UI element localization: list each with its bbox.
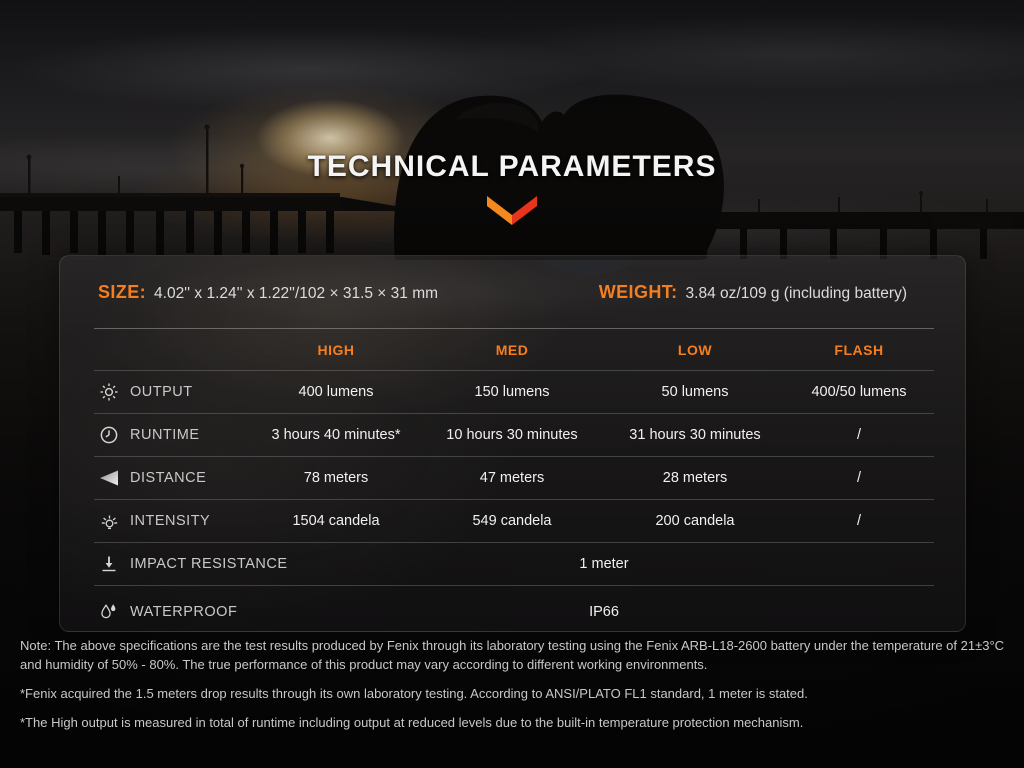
column-header-med: MED <box>495 341 529 358</box>
spec-value: 1 meter <box>579 556 629 572</box>
spec-value: / <box>856 427 862 443</box>
spec-row-output: OUTPUT 400 lumens 150 lumens 50 lumens 4… <box>94 371 934 414</box>
notes-section: Note: The above specifications are the t… <box>20 636 1008 741</box>
impact-resistance-icon <box>98 553 120 575</box>
spec-row-waterproof: WATERPROOF IP66 <box>94 586 934 638</box>
page-title: TECHNICAL PARAMETERS <box>307 150 717 183</box>
size-label: SIZE: <box>98 281 147 302</box>
weight-value: 3.84 oz/109 g (including battery) <box>685 284 907 302</box>
spec-value: 200 candela <box>655 513 735 529</box>
spec-value: 31 hours 30 minutes <box>629 427 761 443</box>
spec-label: RUNTIME <box>130 427 200 443</box>
spec-label: DISTANCE <box>130 470 207 486</box>
spec-label: OUTPUT <box>130 384 193 400</box>
spec-value: 3 hours 40 minutes* <box>271 427 401 443</box>
spec-value: 549 candela <box>472 513 552 529</box>
spec-row-runtime: RUNTIME 3 hours 40 minutes* 10 hours 30 … <box>94 414 934 457</box>
spec-value: IP66 <box>589 604 619 620</box>
spec-value: / <box>856 470 862 486</box>
weight-spec: WEIGHT: 3.84 oz/109 g (including battery… <box>599 282 907 303</box>
spec-value: 400 lumens <box>298 384 374 400</box>
weight-label: WEIGHT: <box>598 281 678 302</box>
intensity-light-icon <box>98 510 120 532</box>
spec-value: 47 meters <box>479 470 545 486</box>
size-weight-row: SIZE: 4.02'' x 1.24'' x 1.22''/102 × 31.… <box>94 256 934 329</box>
runtime-clock-icon <box>98 424 120 446</box>
spec-value: 28 meters <box>662 470 728 486</box>
spec-value: 400/50 lumens <box>811 384 907 400</box>
spec-row-impact-resistance: IMPACT RESISTANCE 1 meter <box>94 543 934 586</box>
spec-value: 10 hours 30 minutes <box>446 427 578 443</box>
column-header-row: HIGH MED LOW FLASH <box>94 329 934 371</box>
spec-row-distance: DISTANCE 78 meters 47 meters 28 meters / <box>94 457 934 500</box>
column-header-low: LOW <box>677 341 713 358</box>
spec-value: 78 meters <box>303 470 369 486</box>
distance-beam-icon <box>98 467 120 489</box>
size-spec: SIZE: 4.02'' x 1.24'' x 1.22''/102 × 31.… <box>98 282 438 303</box>
spec-value: 150 lumens <box>474 384 550 400</box>
spec-value: 50 lumens <box>661 384 729 400</box>
spec-label: WATERPROOF <box>130 604 238 620</box>
note-text: Note: The above specifications are the t… <box>20 638 1005 673</box>
spec-label: INTENSITY <box>130 513 211 529</box>
spec-row-intensity: INTENSITY 1504 candela 549 candela 200 c… <box>94 500 934 543</box>
output-brightness-icon <box>98 381 120 403</box>
note-text: *The High output is measured in total of… <box>20 714 804 730</box>
column-header-flash: FLASH <box>834 341 884 358</box>
waterproof-droplets-icon <box>98 601 120 623</box>
note-text: *Fenix acquired the 1.5 meters drop resu… <box>20 686 808 702</box>
spec-value: 1504 candela <box>292 513 380 529</box>
spec-label: IMPACT RESISTANCE <box>130 556 288 572</box>
size-value: 4.02'' x 1.24'' x 1.22''/102 × 31.5 × 31… <box>154 284 439 302</box>
chevron-down-icon <box>487 196 537 225</box>
spec-panel: SIZE: 4.02'' x 1.24'' x 1.22''/102 × 31.… <box>59 255 966 632</box>
spec-value: / <box>856 513 862 529</box>
column-header-high: HIGH <box>317 341 355 358</box>
